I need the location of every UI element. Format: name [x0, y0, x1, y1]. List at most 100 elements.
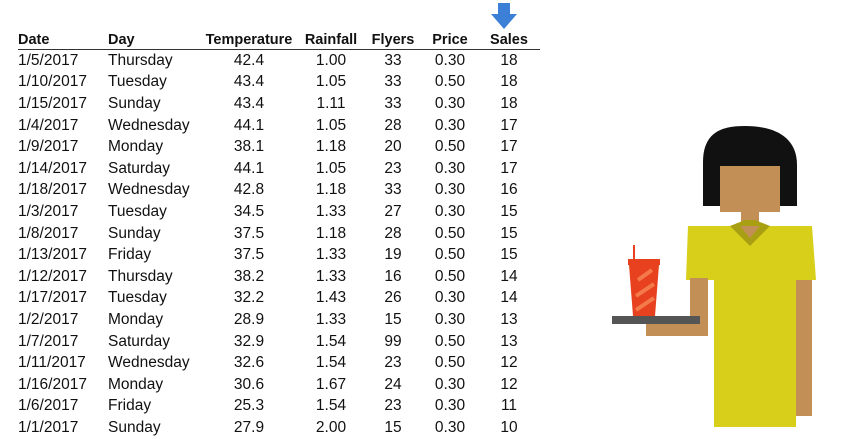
cell-rainfall: 1.18: [315, 138, 347, 156]
person-with-drink-tray: [612, 126, 816, 427]
cell-price: 0.50: [434, 332, 466, 350]
cell-day: Thursday: [108, 51, 173, 69]
cell-day: Tuesday: [108, 73, 167, 91]
cell-flyers: 33: [384, 181, 402, 199]
cell-day: Monday: [108, 138, 164, 156]
cell-flyers: 23: [384, 397, 402, 415]
cell-date: 1/9/2017: [18, 138, 79, 156]
table-row: 1/10/2017 Tuesday 43.4 1.05 33 0.50 18: [18, 72, 540, 94]
cell-day: Wednesday: [108, 181, 190, 199]
cell-day: Tuesday: [108, 289, 167, 307]
cell-date: 1/5/2017: [18, 51, 79, 69]
cell-sales: 13: [500, 310, 518, 328]
table-row: 1/15/2017 Sunday 43.4 1.11 33 0.30 18: [18, 93, 540, 115]
cell-date: 1/18/2017: [18, 181, 87, 199]
cell-temperature: 43.4: [233, 73, 265, 91]
cell-price: 0.30: [434, 289, 466, 307]
table-row: 1/6/2017 Friday 25.3 1.54 23 0.30 11: [18, 396, 540, 418]
cell-sales: 15: [500, 202, 518, 220]
cell-sales: 13: [500, 332, 518, 350]
table-row: 1/14/2017 Saturday 44.1 1.05 23 0.30 17: [18, 158, 540, 180]
cell-flyers: 16: [384, 267, 402, 285]
cell-sales: 10: [500, 418, 518, 436]
cell-date: 1/14/2017: [18, 159, 87, 177]
cell-flyers: 20: [384, 138, 402, 156]
cell-rainfall: 1.54: [315, 397, 347, 415]
cell-rainfall: 1.33: [315, 246, 347, 264]
cell-price: 0.30: [434, 202, 466, 220]
cell-date: 1/2/2017: [18, 310, 79, 328]
cell-sales: 18: [500, 51, 518, 69]
cell-temperature: 43.4: [233, 94, 265, 112]
cell-date: 1/11/2017: [18, 354, 86, 372]
cell-price: 0.50: [434, 73, 466, 91]
cell-price: 0.30: [434, 310, 466, 328]
cell-day: Thursday: [108, 267, 173, 285]
table-row: 1/8/2017 Sunday 37.5 1.18 28 0.50 15: [18, 223, 540, 245]
cell-date: 1/10/2017: [18, 73, 87, 91]
cell-date: 1/3/2017: [18, 202, 79, 220]
cell-temperature: 27.9: [233, 418, 265, 436]
cell-rainfall: 1.54: [315, 354, 347, 372]
cell-day: Sunday: [108, 94, 161, 112]
cell-price: 0.30: [434, 94, 466, 112]
cell-price: 0.50: [434, 267, 466, 285]
cell-temperature: 38.2: [233, 267, 265, 285]
column-header-flyers: Flyers: [371, 31, 415, 48]
cell-flyers: 33: [384, 73, 402, 91]
cell-rainfall: 1.11: [316, 94, 346, 112]
cell-flyers: 99: [384, 332, 402, 350]
cell-temperature: 44.1: [233, 116, 265, 134]
cell-sales: 18: [500, 94, 518, 112]
cell-rainfall: 1.05: [315, 73, 347, 91]
table-row: 1/5/2017 Thursday 42.4 1.00 33 0.30 18: [18, 50, 540, 72]
column-header-day: Day: [108, 31, 135, 48]
cell-price: 0.30: [434, 51, 466, 69]
table-row: 1/12/2017 Thursday 38.2 1.33 16 0.50 14: [18, 266, 540, 288]
cell-temperature: 28.9: [233, 310, 265, 328]
cell-sales: 15: [500, 246, 518, 264]
cell-temperature: 30.6: [233, 375, 265, 393]
cell-day: Wednesday: [108, 116, 190, 134]
cell-rainfall: 1.18: [315, 181, 347, 199]
column-header-rainfall: Rainfall: [304, 31, 358, 48]
cell-sales: 12: [500, 375, 518, 393]
table-row: 1/17/2017 Tuesday 32.2 1.43 26 0.30 14: [18, 288, 540, 310]
cell-price: 0.30: [434, 116, 466, 134]
table-row: 1/16/2017 Monday 30.6 1.67 24 0.30 12: [18, 374, 540, 396]
cell-price: 0.50: [434, 246, 466, 264]
cell-rainfall: 1.18: [315, 224, 347, 242]
cell-date: 1/4/2017: [18, 116, 79, 134]
table-row: 1/11/2017 Wednesday 32.6 1.54 23 0.50 12: [18, 352, 540, 374]
cell-temperature: 42.4: [233, 51, 265, 69]
cell-flyers: 23: [384, 159, 402, 177]
cell-rainfall: 1.33: [315, 202, 347, 220]
cell-price: 0.30: [434, 181, 466, 199]
cell-price: 0.50: [434, 354, 466, 372]
cell-day: Wednesday: [108, 354, 190, 372]
column-header-date: Date: [18, 31, 50, 48]
cell-flyers: 28: [384, 224, 402, 242]
table-row: 1/1/2017 Sunday 27.9 2.00 15 0.30 10: [18, 417, 540, 439]
cell-temperature: 34.5: [233, 202, 265, 220]
table-row: 1/18/2017 Wednesday 42.8 1.18 33 0.30 16: [18, 180, 540, 202]
cell-price: 0.30: [434, 375, 466, 393]
cell-rainfall: 1.05: [315, 116, 347, 134]
cell-date: 1/17/2017: [18, 289, 87, 307]
cell-temperature: 37.5: [233, 224, 265, 242]
cell-day: Saturday: [108, 159, 171, 177]
cell-temperature: 37.5: [233, 246, 265, 264]
table-body: 1/5/2017 Thursday 42.4 1.00 33 0.30 18 1/10/201…: [18, 50, 540, 439]
cell-rainfall: 1.54: [315, 332, 347, 350]
cell-day: Tuesday: [108, 202, 167, 220]
cell-price: 0.30: [434, 418, 466, 436]
cell-flyers: 27: [384, 202, 402, 220]
cell-date: 1/15/2017: [18, 94, 87, 112]
cell-rainfall: 1.33: [315, 310, 347, 328]
cell-sales: 14: [500, 267, 518, 285]
cell-rainfall: 1.43: [315, 289, 347, 307]
cell-rainfall: 2.00: [315, 418, 347, 436]
table-row: 1/3/2017 Tuesday 34.5 1.33 27 0.30 15: [18, 201, 540, 223]
cell-flyers: 15: [384, 418, 402, 436]
cell-flyers: 26: [384, 289, 402, 307]
